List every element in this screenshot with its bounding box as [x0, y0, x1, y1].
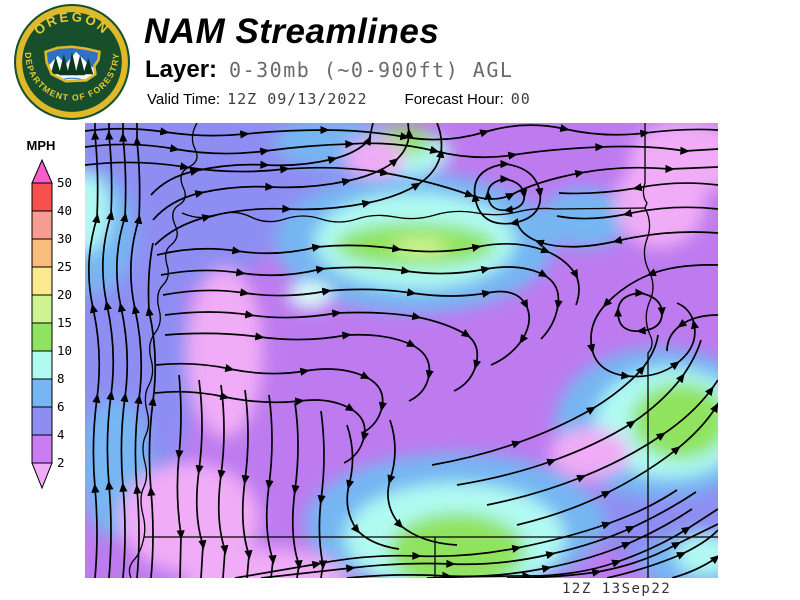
colorbar-segment — [31, 210, 53, 240]
map-timestamp: 12Z 13Sep22 — [562, 581, 672, 597]
valid-time-value: 12Z 09/13/2022 — [227, 90, 368, 108]
layer-label: Layer: — [145, 56, 218, 83]
colorbar-tick-labels: 50 40 30 25 20 15 10 8 6 4 2 — [57, 175, 72, 470]
colorbar-tick-label: 10 — [57, 343, 72, 358]
colorbar-tick-label: 20 — [57, 287, 72, 302]
streamline-map — [85, 123, 718, 578]
odf-logo: OREGON DEPARTMENT OF FORESTRY — [14, 4, 130, 120]
page-title: NAM Streamlines — [144, 12, 440, 51]
colorbar-bottom-arrow — [31, 462, 53, 490]
colorbar-tick-label: 15 — [57, 315, 72, 330]
colorbar-segment — [31, 350, 53, 380]
colorbar-tick-label: 30 — [57, 231, 72, 246]
colorbar-segment — [31, 266, 53, 296]
colorbar-segment — [31, 294, 53, 324]
forecast-hour-label: Forecast Hour: — [404, 91, 504, 108]
colorbar-segment — [31, 182, 53, 212]
colorbar-tick-label: 4 — [57, 427, 65, 442]
colorbar-tick-label: 8 — [57, 371, 65, 386]
colorbar-segments — [31, 182, 53, 464]
colorbar-segment — [31, 322, 53, 352]
layer-row: Layer: 0-30mb (~0-900ft) AGL — [145, 56, 513, 84]
colorbar-tick-label: 6 — [57, 399, 65, 414]
colorbar-tick-label: 2 — [57, 455, 65, 470]
colorbar-top-arrow — [31, 158, 53, 184]
valid-time-label: Valid Time: — [147, 91, 221, 108]
layer-value: 0-30mb (~0-900ft) AGL — [229, 58, 514, 82]
valid-time-row: Valid Time: 12Z 09/13/2022 Forecast Hour… — [147, 90, 531, 108]
logo-state-outline — [44, 45, 101, 83]
forecast-hour-value: 00 — [510, 90, 531, 108]
colorbar-segment — [31, 406, 53, 436]
colorbar-unit-label: MPH — [27, 138, 56, 153]
colorbar-segment — [31, 378, 53, 408]
colorbar-tick-label: 40 — [57, 203, 72, 218]
colorbar-segment — [31, 238, 53, 268]
colorbar-tick-label: 25 — [57, 259, 72, 274]
wind-speed-colorbar: MPH 50 40 30 25 20 15 10 8 6 4 2 — [27, 138, 72, 490]
streamlines — [85, 123, 718, 578]
colorbar-tick-label: 50 — [57, 175, 72, 190]
colorbar-segment — [31, 434, 53, 464]
